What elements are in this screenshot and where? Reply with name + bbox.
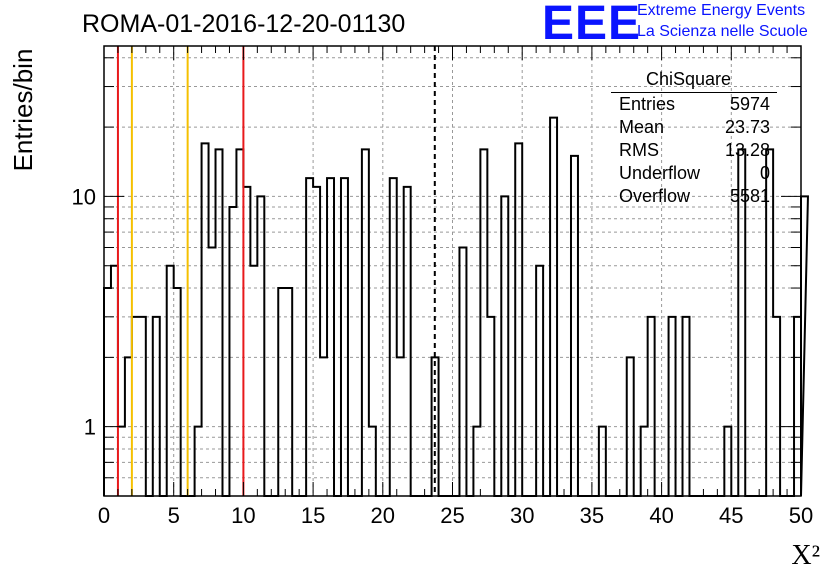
stats-title-underline bbox=[611, 92, 777, 93]
stats-label-entries: Entries bbox=[619, 94, 676, 114]
x-tick-label: 25 bbox=[440, 503, 464, 528]
stats-value-overflow: 5581 bbox=[729, 186, 770, 206]
x-tick-label: 10 bbox=[231, 503, 255, 528]
x-tick-label: 5 bbox=[168, 503, 180, 528]
eee-logo: EEE bbox=[542, 0, 642, 50]
logo-subtitle-line2: La Scienza nelle Scuole bbox=[637, 23, 808, 40]
x-tick-label: 50 bbox=[789, 503, 813, 528]
x-tick-label: 35 bbox=[580, 503, 604, 528]
axis-tick-labels: 0 5 10 15 20 25 30 35 40 45 50 1 10 bbox=[72, 184, 814, 528]
x-tick-label: 45 bbox=[719, 503, 743, 528]
x-tick-label: 30 bbox=[510, 503, 534, 528]
x-tick-label: 40 bbox=[649, 503, 673, 528]
stats-title: ChiSquare bbox=[646, 69, 732, 89]
stats-label-overflow: Overflow bbox=[619, 186, 691, 206]
stats-value-underflow: 0 bbox=[759, 163, 770, 183]
stats-value-rms: 13.28 bbox=[724, 140, 770, 160]
x-axis-label: X² bbox=[791, 540, 820, 571]
x-tick-label: 15 bbox=[301, 503, 325, 528]
reference-lines bbox=[116, 46, 436, 496]
y-tick-label: 1 bbox=[84, 415, 96, 440]
stats-value-mean: 23.73 bbox=[724, 117, 770, 137]
chart-title: ROMA-01-2016-12-20-01130 bbox=[82, 10, 406, 38]
stats-label-underflow: Underflow bbox=[619, 163, 701, 183]
y-tick-label: 10 bbox=[72, 184, 96, 209]
stats-label-mean: Mean bbox=[619, 117, 665, 137]
logo-subtitle-line1: Extreme Energy Events bbox=[637, 2, 806, 19]
x-tick-label: 0 bbox=[98, 503, 110, 528]
axis-ticks bbox=[103, 46, 802, 497]
y-axis-label: Entries/bin bbox=[8, 49, 38, 172]
stats-label-rms: RMS bbox=[619, 140, 659, 160]
x-tick-label: 20 bbox=[371, 503, 395, 528]
stats-value-entries: 5974 bbox=[729, 94, 770, 114]
